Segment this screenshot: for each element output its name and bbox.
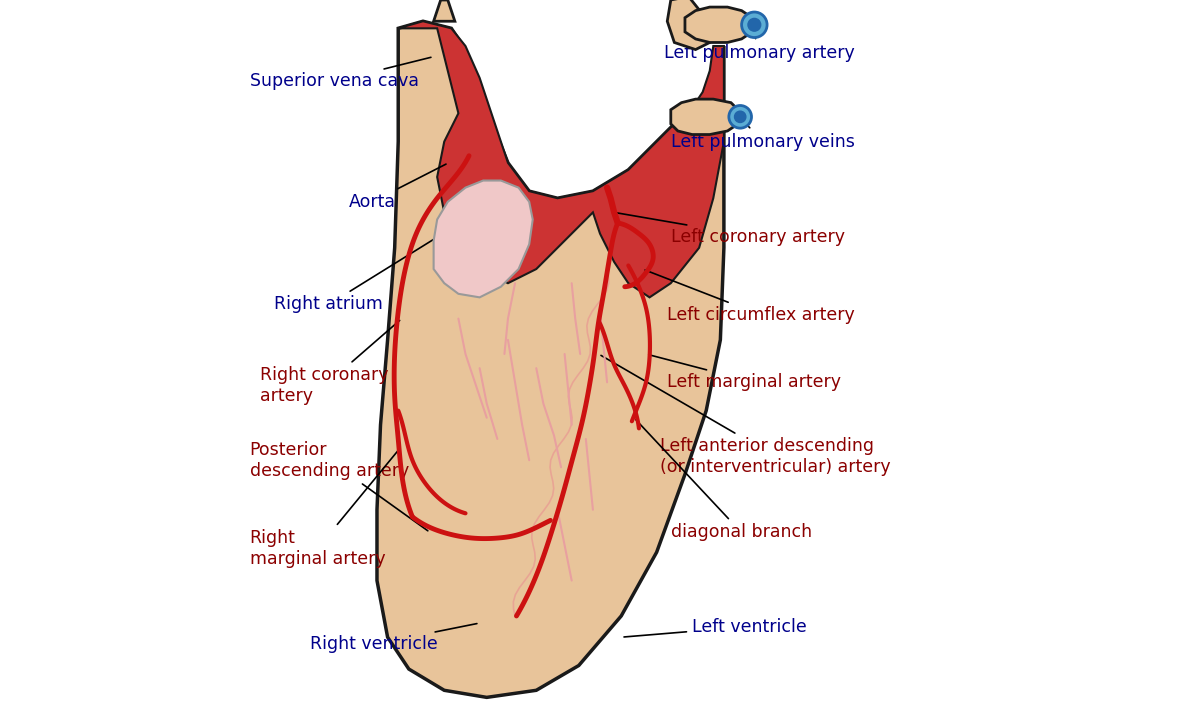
Text: Left anterior descending
(or interventricular) artery: Left anterior descending (or interventri… bbox=[601, 355, 890, 476]
Text: Aorta: Aorta bbox=[349, 164, 446, 211]
Polygon shape bbox=[671, 99, 738, 135]
PathPatch shape bbox=[433, 181, 533, 297]
Text: diagonal branch: diagonal branch bbox=[636, 420, 812, 542]
Circle shape bbox=[728, 105, 751, 128]
Circle shape bbox=[748, 18, 761, 31]
Text: Left ventricle: Left ventricle bbox=[624, 617, 806, 637]
Text: Left pulmonary veins: Left pulmonary veins bbox=[671, 119, 854, 151]
Circle shape bbox=[742, 12, 767, 38]
Text: Right coronary
artery: Right coronary artery bbox=[260, 321, 400, 405]
Text: Left marginal artery: Left marginal artery bbox=[649, 355, 841, 392]
Text: Right ventricle: Right ventricle bbox=[310, 624, 476, 653]
Text: Superior vena cava: Superior vena cava bbox=[250, 57, 431, 91]
Polygon shape bbox=[433, 0, 455, 21]
Polygon shape bbox=[667, 0, 713, 50]
Circle shape bbox=[734, 111, 746, 122]
Text: Left coronary artery: Left coronary artery bbox=[617, 213, 845, 246]
PathPatch shape bbox=[377, 21, 724, 697]
Text: Posterior
descending artery: Posterior descending artery bbox=[250, 441, 428, 531]
Polygon shape bbox=[685, 7, 752, 42]
PathPatch shape bbox=[398, 21, 724, 297]
Text: Left pulmonary artery: Left pulmonary artery bbox=[664, 28, 854, 62]
Text: Left circumflex artery: Left circumflex artery bbox=[646, 270, 856, 324]
Text: Right
marginal artery: Right marginal artery bbox=[250, 448, 400, 568]
Text: Right atrium: Right atrium bbox=[275, 239, 434, 314]
